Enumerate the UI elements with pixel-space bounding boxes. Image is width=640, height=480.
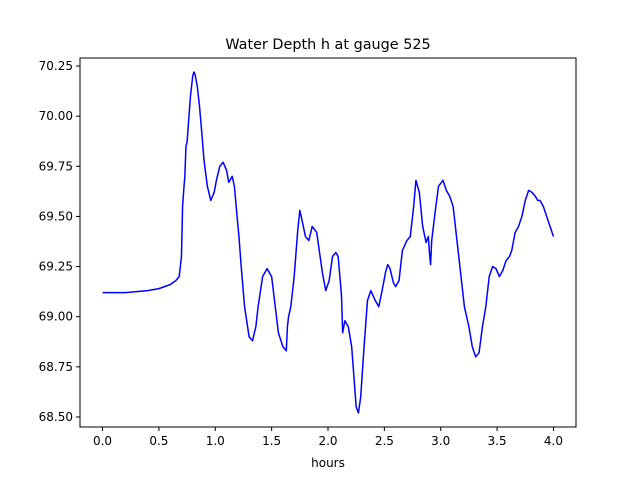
- y-tick-label: 70.00: [39, 109, 73, 123]
- series-line-h: [102, 71, 555, 414]
- plot-frame: [79, 57, 577, 428]
- x-axis: 0.0 0.5 1.0 1.5 2.0 2.5 3.0 3.5 4.0: [93, 427, 563, 448]
- x-tick-label: 1.5: [262, 434, 281, 448]
- y-axis: 68.50 68.75 69.00 69.25 69.50 69.75 70.00 70.25: [39, 59, 80, 424]
- x-tick-label: 2.0: [318, 434, 337, 448]
- chart-title: Water Depth h at gauge 525: [225, 37, 430, 53]
- y-tick-label: 69.25: [39, 260, 73, 274]
- y-tick-label: 69.75: [39, 159, 73, 173]
- y-tick-label: 69.50: [39, 209, 73, 223]
- x-tick-label: 3.0: [431, 434, 450, 448]
- x-tick-label: 1.0: [206, 434, 225, 448]
- y-tick-label: 68.50: [39, 410, 73, 424]
- y-tick-label: 69.00: [39, 310, 73, 324]
- x-tick-label: 0.0: [93, 434, 112, 448]
- x-tick-label: 3.5: [488, 434, 507, 448]
- y-tick-label: 68.75: [39, 360, 73, 374]
- x-tick-label: 0.5: [149, 434, 168, 448]
- x-tick-label: 4.0: [544, 434, 563, 448]
- plot-area: [102, 71, 555, 414]
- x-tick-label: 2.5: [375, 434, 394, 448]
- y-tick-label: 70.25: [39, 59, 73, 73]
- x-axis-label: hours: [311, 456, 345, 470]
